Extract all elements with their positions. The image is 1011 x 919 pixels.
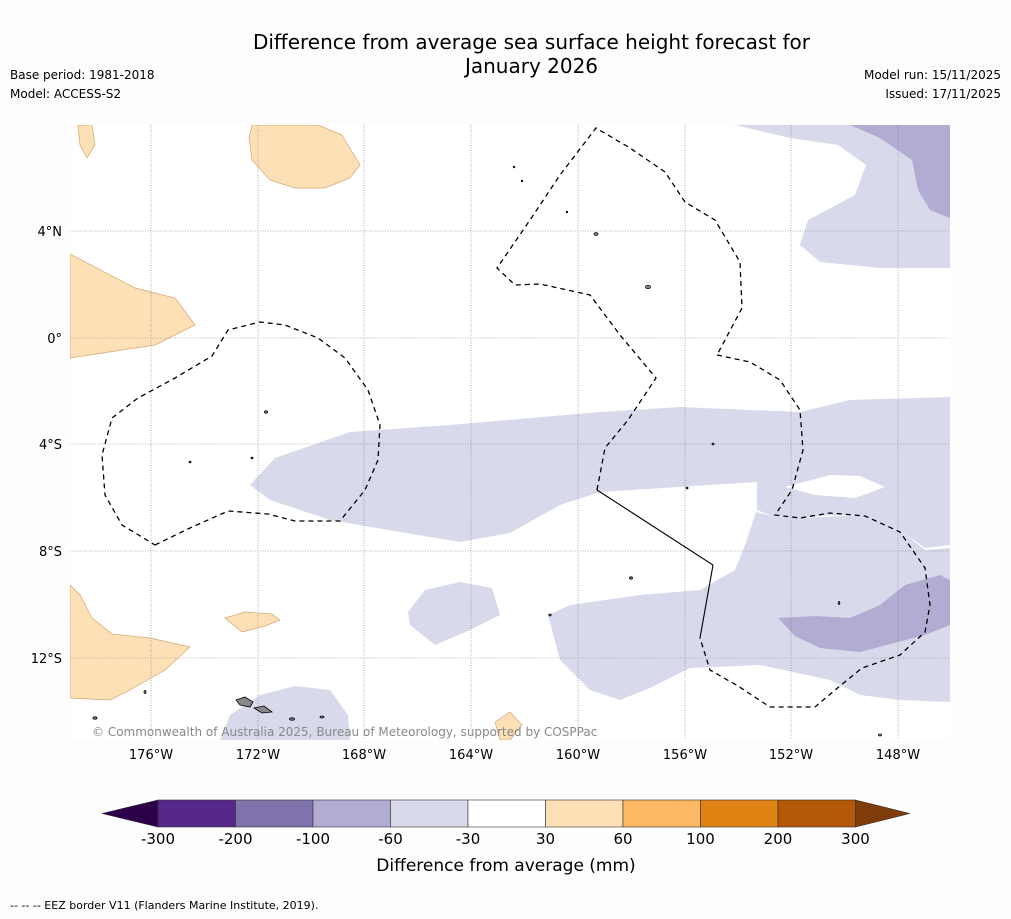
latitude-labels: 4°N 0° 4°S 8°S 12°S <box>31 225 62 667</box>
longitude-labels: 176°W 172°W 168°W 164°W 160°W 156°W 152°… <box>129 748 920 763</box>
colorbar-segment <box>312 799 391 828</box>
islands <box>92 165 882 737</box>
colorbar-segment <box>777 799 856 828</box>
island-dot <box>520 179 524 183</box>
colorbar-extend-low <box>101 799 159 828</box>
lat-label-8s: 8°S <box>39 545 62 560</box>
anomaly-region-northeast <box>735 125 950 268</box>
colorbar-segment <box>235 799 314 828</box>
eez-border-west <box>101 321 381 546</box>
model-run-text: Model run: 15/11/2025 <box>863 68 1001 82</box>
island-dot <box>143 690 147 694</box>
colorbar: -300 -200 -100 -60 -30 30 60 100 200 300… <box>101 799 911 876</box>
eez-legend-note: -- -- -- EEZ border V11 (Flanders Marine… <box>10 899 319 912</box>
copyright-text: © Commonwealth of Australia 2025, Bureau… <box>92 725 597 739</box>
anomaly-light-orange <box>70 125 523 740</box>
colorbar-extend-high <box>855 799 911 828</box>
colorbar-tick-label: 60 <box>613 830 632 848</box>
island-dot <box>593 232 599 236</box>
eez-border-east <box>699 354 931 708</box>
anomaly-region-north-blob <box>248 125 361 189</box>
title-line-2: January 2026 <box>464 54 599 78</box>
island-dot <box>92 716 98 720</box>
anomaly-region-northwest-corner <box>77 125 96 159</box>
eez-border-line-islands <box>496 127 743 491</box>
lon-label-148w: 148°W <box>876 748 920 763</box>
anomaly-light-purple <box>220 125 950 740</box>
island-dot <box>512 165 516 169</box>
lon-label-176w: 176°W <box>129 748 173 763</box>
island-dot <box>685 486 689 490</box>
colorbar-tick-label: 200 <box>764 830 793 848</box>
island-dot <box>645 284 651 289</box>
anomaly-region-central-south <box>408 582 500 645</box>
anomaly-region-small-south <box>224 611 281 633</box>
lat-label-4s: 4°S <box>39 438 62 453</box>
anomaly-region-west-south <box>70 584 191 701</box>
lon-label-156w: 156°W <box>663 748 707 763</box>
colorbar-tick-label: -100 <box>296 830 330 848</box>
lat-label-12s: 12°S <box>31 652 62 667</box>
colorbar-tick-label: -30 <box>456 830 481 848</box>
issued-text: Issued: 17/11/2025 <box>885 87 1001 101</box>
colorbar-tick-label: -300 <box>141 830 175 848</box>
island-dot <box>565 210 569 214</box>
anomaly-region-southeast-strong <box>778 575 950 652</box>
colorbar-tick-label: 300 <box>841 830 870 848</box>
island-large-1 <box>235 696 254 708</box>
anomaly-region-bottom-center <box>494 711 523 740</box>
island-dot <box>188 460 192 464</box>
anomaly-region-southwest <box>220 686 350 740</box>
lat-label-equator: 0° <box>47 332 62 347</box>
eez-borders <box>101 127 931 708</box>
map-area <box>70 125 950 740</box>
model-text: Model: ACCESS-S2 <box>10 87 122 101</box>
base-period-text: Base period: 1981-2018 <box>10 68 155 82</box>
colorbar-title: Difference from average (mm) <box>376 856 635 876</box>
island-dot <box>250 456 254 460</box>
island-dot <box>548 613 552 617</box>
colorbar-tick-label: -200 <box>218 830 252 848</box>
neutral-hole <box>785 475 885 498</box>
lon-label-152w: 152°W <box>769 748 813 763</box>
gridlines <box>70 125 950 740</box>
island-dot <box>837 601 841 605</box>
lon-label-172w: 172°W <box>236 748 280 763</box>
anomaly-band-equatorial <box>250 397 950 548</box>
eez-solid-boundary <box>596 489 714 639</box>
anomaly-region-southeast <box>548 512 950 702</box>
colorbar-tick-label: 100 <box>686 830 715 848</box>
colorbar-segment <box>622 799 701 828</box>
island-dot <box>264 410 268 414</box>
anomaly-region-northeast-strong <box>850 125 950 218</box>
colorbar-segment <box>390 799 469 828</box>
lon-label-168w: 168°W <box>342 748 386 763</box>
island-dot <box>629 576 633 580</box>
lon-label-164w: 164°W <box>449 748 493 763</box>
title-line-1: Difference from average sea surface heig… <box>252 30 811 54</box>
lat-label-4n: 4°N <box>38 225 63 240</box>
anomaly-region-west-equator <box>70 253 196 359</box>
meta-left: Base period: 1981-2018 Model: ACCESS-S2 <box>10 66 155 104</box>
colorbar-segment <box>467 799 546 828</box>
colorbar-tick-label: -60 <box>378 830 403 848</box>
colorbar-tick-labels: -300 -200 -100 -60 -30 30 60 100 200 300 <box>141 830 870 848</box>
lon-label-160w: 160°W <box>556 748 600 763</box>
island-dot <box>319 715 325 719</box>
meta-right: Model run: 15/11/2025 Issued: 17/11/2025 <box>864 66 1001 104</box>
colorbar-segment <box>157 799 236 828</box>
island-dot <box>289 717 295 721</box>
island-dot <box>711 442 715 446</box>
colorbar-tick-label: 30 <box>536 830 555 848</box>
island-dot <box>878 733 882 737</box>
chart-title: Difference from average sea surface heig… <box>0 30 1011 78</box>
colorbar-segment <box>700 799 779 828</box>
colorbar-segment <box>545 799 624 828</box>
anomaly-medium-purple <box>778 125 950 652</box>
island-large-2 <box>252 705 274 714</box>
